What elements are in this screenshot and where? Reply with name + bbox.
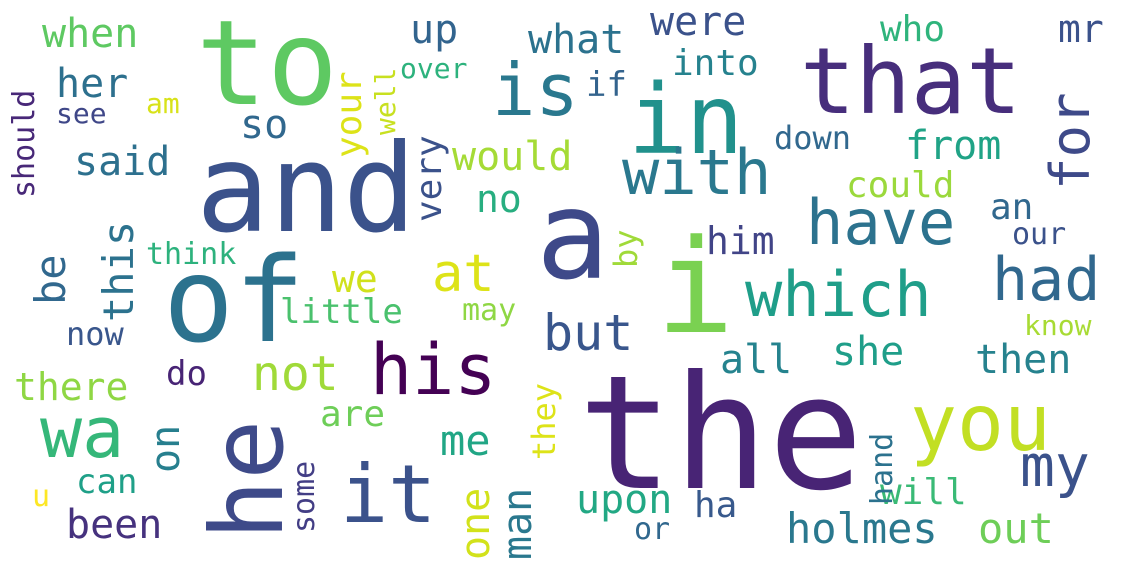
word-that: that: [800, 28, 1022, 135]
word-were: were: [650, 0, 747, 45]
word-up: up: [410, 7, 459, 53]
word-it: he: [189, 419, 306, 540]
word-and: and: [196, 118, 417, 260]
word-his: his: [370, 329, 497, 411]
word-him: him: [706, 219, 775, 263]
word-do: do: [166, 354, 207, 394]
word-are: are: [320, 394, 386, 435]
word-into: into: [672, 43, 759, 84]
word-had: had: [992, 245, 1101, 315]
word-what: what: [528, 17, 625, 63]
word-now: now: [66, 315, 124, 353]
word-my: my: [1020, 432, 1090, 500]
word-be: be: [26, 254, 75, 305]
word-well: well: [369, 67, 402, 135]
word-which: which: [745, 258, 932, 331]
word-with: with: [622, 136, 772, 209]
word-mr: mr: [1058, 7, 1104, 51]
word-i: i: [656, 211, 735, 363]
word-so: so: [240, 102, 289, 148]
word-down: down: [774, 119, 852, 157]
word-could: could: [846, 165, 955, 206]
word-there: there: [14, 365, 129, 409]
word-can: can: [76, 462, 138, 502]
word-they: they: [525, 382, 563, 460]
word-me: me: [440, 416, 491, 465]
word-all: all: [720, 337, 793, 383]
word-over: over: [400, 52, 468, 85]
word-you: you: [910, 379, 1051, 469]
word-then: then: [975, 337, 1072, 383]
word-for: for: [1039, 92, 1102, 190]
word-will: will: [880, 472, 967, 513]
word-to: to: [196, 0, 339, 132]
word-an: an: [990, 187, 1034, 228]
word-said: said: [74, 139, 171, 185]
word-no: no: [476, 177, 522, 221]
word-think: think: [146, 237, 237, 272]
word-holmes: holmes: [786, 504, 938, 553]
word-upon: upon: [576, 477, 673, 523]
word-hand: hand: [865, 432, 900, 505]
word-we: we: [332, 257, 378, 301]
word-am: am: [146, 87, 180, 120]
word-who: who: [880, 9, 946, 50]
word-not: not: [252, 346, 339, 402]
word-is: is: [492, 48, 579, 132]
word-should: should: [7, 89, 42, 198]
word-ha: ha: [694, 485, 738, 526]
word-some: some: [287, 460, 322, 533]
word-on: on: [143, 424, 189, 473]
word-our: our: [1012, 217, 1067, 252]
word-this: this: [94, 220, 143, 322]
word-her: her: [56, 61, 129, 107]
word-see: see: [56, 97, 107, 130]
word-been: been: [66, 502, 163, 548]
word-have: have: [806, 186, 956, 259]
word-he: it: [340, 448, 437, 541]
word-may: may: [462, 293, 517, 328]
word-would: would: [452, 134, 573, 180]
word-if: if: [586, 65, 627, 105]
word-by: by: [607, 229, 645, 268]
word-one: one: [453, 487, 499, 560]
word-or: or: [634, 512, 671, 547]
word-your: your: [329, 71, 370, 158]
word-from: from: [905, 123, 1002, 169]
word-the: the: [578, 342, 864, 526]
word-very: very: [409, 135, 450, 222]
word-she: she: [832, 329, 905, 375]
word-u: u: [32, 479, 51, 514]
word-man: man: [495, 487, 541, 560]
word-but: but: [543, 304, 634, 362]
word-a: a: [536, 165, 610, 307]
word-in: in: [628, 64, 744, 176]
word-at: at: [432, 244, 495, 304]
word-when: when: [42, 11, 139, 57]
word-out: out: [978, 504, 1054, 553]
word-wa: wa: [40, 392, 125, 474]
word-of: of: [163, 231, 306, 369]
word-little: little: [280, 292, 403, 332]
word-know: know: [1024, 309, 1092, 342]
